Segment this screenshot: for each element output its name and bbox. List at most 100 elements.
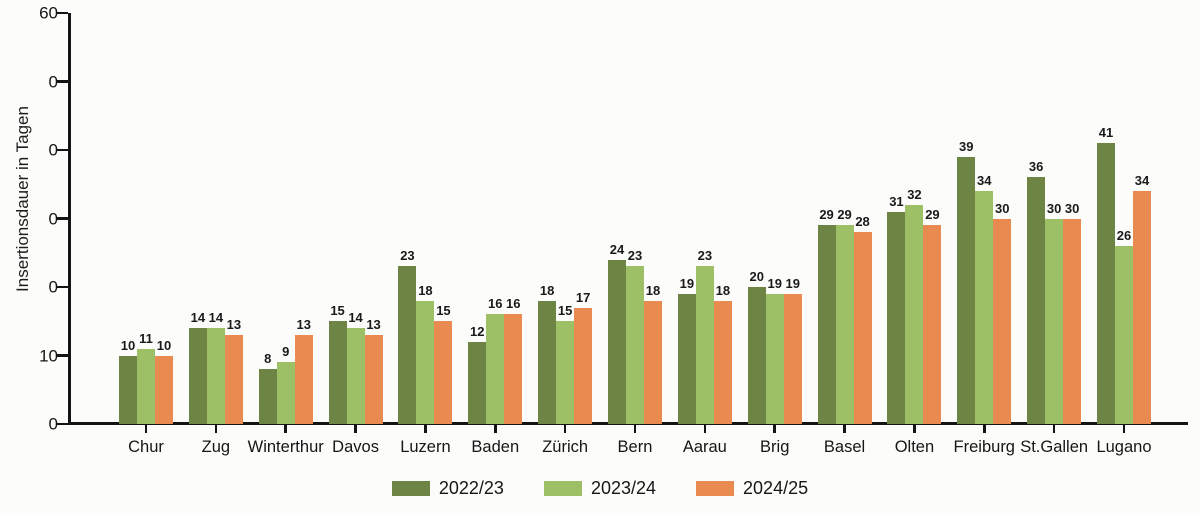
y-tick [56, 354, 68, 357]
bar-2022-23-Davos [328, 321, 347, 424]
bar-2022-23-Lugano [1096, 143, 1115, 424]
x-axis-label-Bern: Bern [617, 438, 653, 456]
bar-2024-25-Basel [853, 232, 872, 424]
x-tick [1122, 425, 1126, 433]
bar-value-label: 26 [1116, 227, 1132, 243]
bar-value-label: 29 [925, 207, 940, 223]
bar-value-label: 19 [679, 275, 695, 291]
bar-2024-25-Aarau [713, 300, 732, 424]
x-axis-label-Luzern: Luzern [400, 438, 451, 456]
bar-value-label: 32 [907, 186, 922, 202]
bar-2022-23-Chur [119, 355, 137, 424]
x-axis-label-Zürich: Zürich [542, 438, 589, 456]
bar-value-label: 24 [609, 241, 625, 257]
x-axis-label-Brig: Brig [760, 438, 790, 456]
x-tick [703, 425, 707, 433]
x-axis-label-Aarau: Aarau [682, 438, 727, 456]
legend-label: 2022/23 [438, 478, 504, 498]
x-tick [913, 425, 916, 433]
bar-2024-25-Freiburg [993, 218, 1012, 424]
bar-2023-24-Baden [486, 314, 505, 424]
y-tick-label: 0 [48, 414, 58, 434]
y-tick [56, 11, 68, 15]
bar-value-label: 23 [697, 248, 713, 264]
bar-2022-23-Freiburg [957, 156, 976, 424]
x-tick [354, 425, 357, 433]
bar-2023-24-Luzern [416, 300, 435, 424]
bar-2022-23-Zug [188, 328, 207, 424]
bar-2023-24-Brig [765, 293, 784, 424]
bar-2023-24-Lugano [1114, 245, 1133, 424]
bar-value-label: 10 [156, 337, 172, 353]
legend-label: 2024/25 [743, 478, 809, 498]
bar-value-label: 18 [539, 282, 555, 298]
y-axis-title: Insertionsdauer in Tagen [13, 106, 32, 292]
bar-value-label: 14 [190, 310, 206, 326]
legend-item-2024-25: 2024/25 [696, 478, 808, 499]
bar-value-label: 8 [264, 351, 272, 367]
x-tick [494, 425, 497, 433]
bar-2024-25-Davos [364, 334, 383, 424]
bar-value-label: 18 [645, 282, 661, 298]
bar-value-label: 15 [330, 303, 345, 319]
bar-2022-23-Bern [607, 259, 626, 424]
legend-swatch-icon [391, 481, 430, 496]
bar-value-label: 30 [1046, 200, 1062, 216]
y-tick [56, 285, 68, 289]
bar-value-label: 34 [977, 173, 992, 189]
bar-value-label: 12 [470, 323, 485, 339]
bar-value-label: 39 [959, 138, 974, 154]
x-axis-label-Zug: Zug [201, 438, 231, 456]
bar-value-label: 30 [1064, 200, 1080, 216]
x-tick [563, 425, 567, 433]
x-tick [214, 425, 218, 433]
legend-swatch-icon [696, 481, 735, 496]
legend-item-2023-24: 2023/24 [543, 478, 656, 499]
bar-value-label: 14 [208, 310, 224, 326]
x-axis-label-Lugano: Lugano [1096, 438, 1152, 456]
bar-value-label: 19 [767, 275, 782, 291]
bar-2024-25-Zürich [574, 307, 593, 424]
bar-2022-23-Winterthur [258, 369, 277, 424]
x-axis-label-Freiburg: Freiburg [953, 438, 1015, 456]
legend: 2022/23 2023/24 2024/25 [0, 478, 1200, 499]
legend-swatch-icon [543, 481, 582, 496]
bar-2023-24-Olten [905, 204, 924, 424]
bar-2023-24-Basel [835, 225, 854, 424]
bar-value-label: 18 [418, 282, 433, 298]
bar-value-label: 18 [715, 282, 731, 298]
bar-2023-24-Zürich [556, 321, 575, 424]
bar-value-label: 20 [749, 269, 764, 284]
bar-2024-25-Chur [155, 355, 173, 424]
bar-value-label: 13 [226, 316, 242, 332]
y-tick-label: 10 [39, 346, 58, 365]
bar-value-label: 15 [436, 303, 451, 319]
bar-value-label: 11 [139, 330, 153, 346]
bar-2024-25-Baden [504, 314, 523, 424]
y-tick [56, 217, 68, 220]
bar-2024-25-St.Gallen [1063, 218, 1082, 424]
y-tick-label: 0 [48, 277, 58, 297]
bar-2023-24-Winterthur [276, 362, 295, 424]
x-tick [284, 425, 287, 433]
bar-value-label: 41 [1098, 125, 1114, 141]
bar-2022-23-Brig [747, 287, 766, 424]
bar-2022-23-St.Gallen [1027, 177, 1046, 424]
bar-2023-24-Bern [625, 266, 644, 424]
bar-2023-24-Aarau [695, 266, 714, 424]
x-axis-label-Davos: Davos [332, 438, 379, 456]
bar-2022-23-Olten [887, 211, 906, 424]
bar-value-label: 30 [995, 200, 1010, 216]
x-tick [843, 425, 846, 433]
x-axis-label-St.Gallen: St.Gallen [1020, 438, 1089, 456]
bar-2023-24-St.Gallen [1045, 218, 1064, 424]
bar-2022-23-Zürich [538, 300, 557, 424]
bar-value-label: 15 [557, 303, 573, 319]
x-tick [424, 425, 427, 433]
bar-value-label: 19 [785, 275, 800, 291]
y-tick-label: 0 [48, 140, 58, 160]
bar-value-label: 9 [282, 344, 290, 360]
x-tick [1052, 425, 1056, 433]
x-axis-label-Olten: Olten [894, 438, 935, 456]
